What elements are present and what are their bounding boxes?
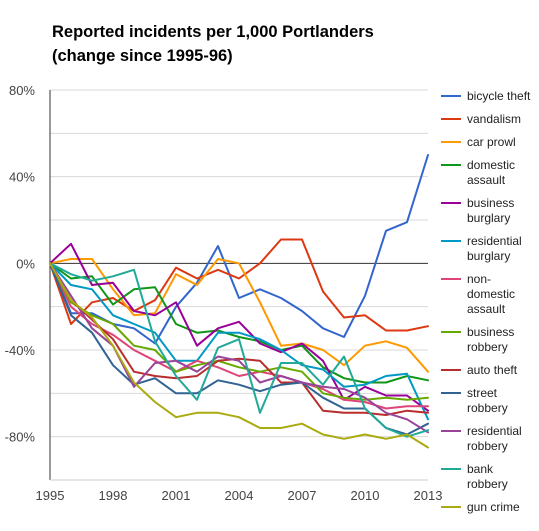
legend-item-car-prowl[interactable]: car prowl [441, 135, 516, 149]
legend-item-auto-theft[interactable]: auto theft [441, 363, 518, 377]
series-line-bicycle-theft [49, 154, 429, 345]
legend-label: robbery [467, 477, 508, 491]
legend-label: car prowl [467, 135, 516, 149]
legend-item-bicycle-theft[interactable]: bicycle theft [441, 89, 531, 103]
legend-label: auto theft [467, 363, 518, 377]
series-line-non-domestic-assault [49, 262, 429, 410]
legend-label: burglary [467, 211, 510, 225]
x-tick-label: 2007 [288, 488, 317, 503]
series-line-business-burglary [49, 242, 429, 412]
legend-label: robbery [467, 401, 508, 415]
series-line-residential-robbery [49, 262, 429, 434]
legend-label: burglary [467, 249, 510, 263]
legend-label: assault [467, 302, 506, 316]
chart-subtitle: (change since 1995-96) [52, 47, 233, 65]
legend-label: domestic [467, 158, 515, 172]
x-tick-label: 1995 [36, 488, 65, 503]
series-lines [49, 154, 429, 449]
legend-label: business [467, 196, 514, 210]
series-line-vandalism [49, 238, 429, 332]
y-tick-label: 40% [9, 170, 35, 185]
legend-label: residential [467, 424, 522, 438]
x-tick-label: 2010 [351, 488, 380, 503]
legend-label: robbery [467, 340, 508, 354]
x-tick-label: 2001 [162, 488, 191, 503]
y-tick-label: -40% [5, 343, 36, 358]
legend-label: non- [467, 272, 491, 286]
series-line-domestic-assault [49, 262, 429, 384]
chart-title: Reported incidents per 1,000 Portlanders… [52, 20, 374, 68]
legend-label: assault [467, 173, 506, 187]
legend-label: bicycle theft [467, 89, 531, 103]
gridlines [49, 89, 428, 481]
legend-item-gun-crime[interactable]: gun crime [441, 500, 520, 514]
x-axis-ticks: 1995 1998 2001 2004 2007 2010 2013 [36, 488, 443, 503]
y-tick-label: 0% [16, 256, 35, 271]
legend-label: street [467, 386, 498, 400]
y-axis-ticks: 80% 40% 0% -40% -80% [5, 83, 36, 445]
y-tick-label: -80% [5, 430, 36, 445]
y-tick-label: 80% [9, 83, 35, 98]
legend-label: residential [467, 234, 522, 248]
legend-item-vandalism[interactable]: vandalism [441, 112, 521, 126]
chart-title-line-1: Reported incidents per 1,000 Portlanders [52, 23, 374, 41]
x-tick-label: 2004 [225, 488, 254, 503]
legend-label: bank [467, 462, 494, 476]
series-line-residential-burglary [49, 262, 429, 421]
legend-label: vandalism [467, 112, 521, 126]
legend-label: business [467, 325, 514, 339]
series-line-gun-crime [49, 262, 429, 449]
x-tick-label: 2013 [414, 488, 443, 503]
x-tick-label: 1998 [99, 488, 128, 503]
legend-label: robbery [467, 439, 508, 453]
series-line-bank-robbery [49, 262, 429, 438]
series-line-business-robbery [49, 262, 429, 401]
series-line-car-prowl [49, 258, 429, 373]
series-line-auto-theft [49, 262, 429, 416]
legend-label: gun crime [467, 500, 520, 514]
series-line-street-robbery [49, 262, 429, 436]
legend-label: domestic [467, 287, 515, 301]
